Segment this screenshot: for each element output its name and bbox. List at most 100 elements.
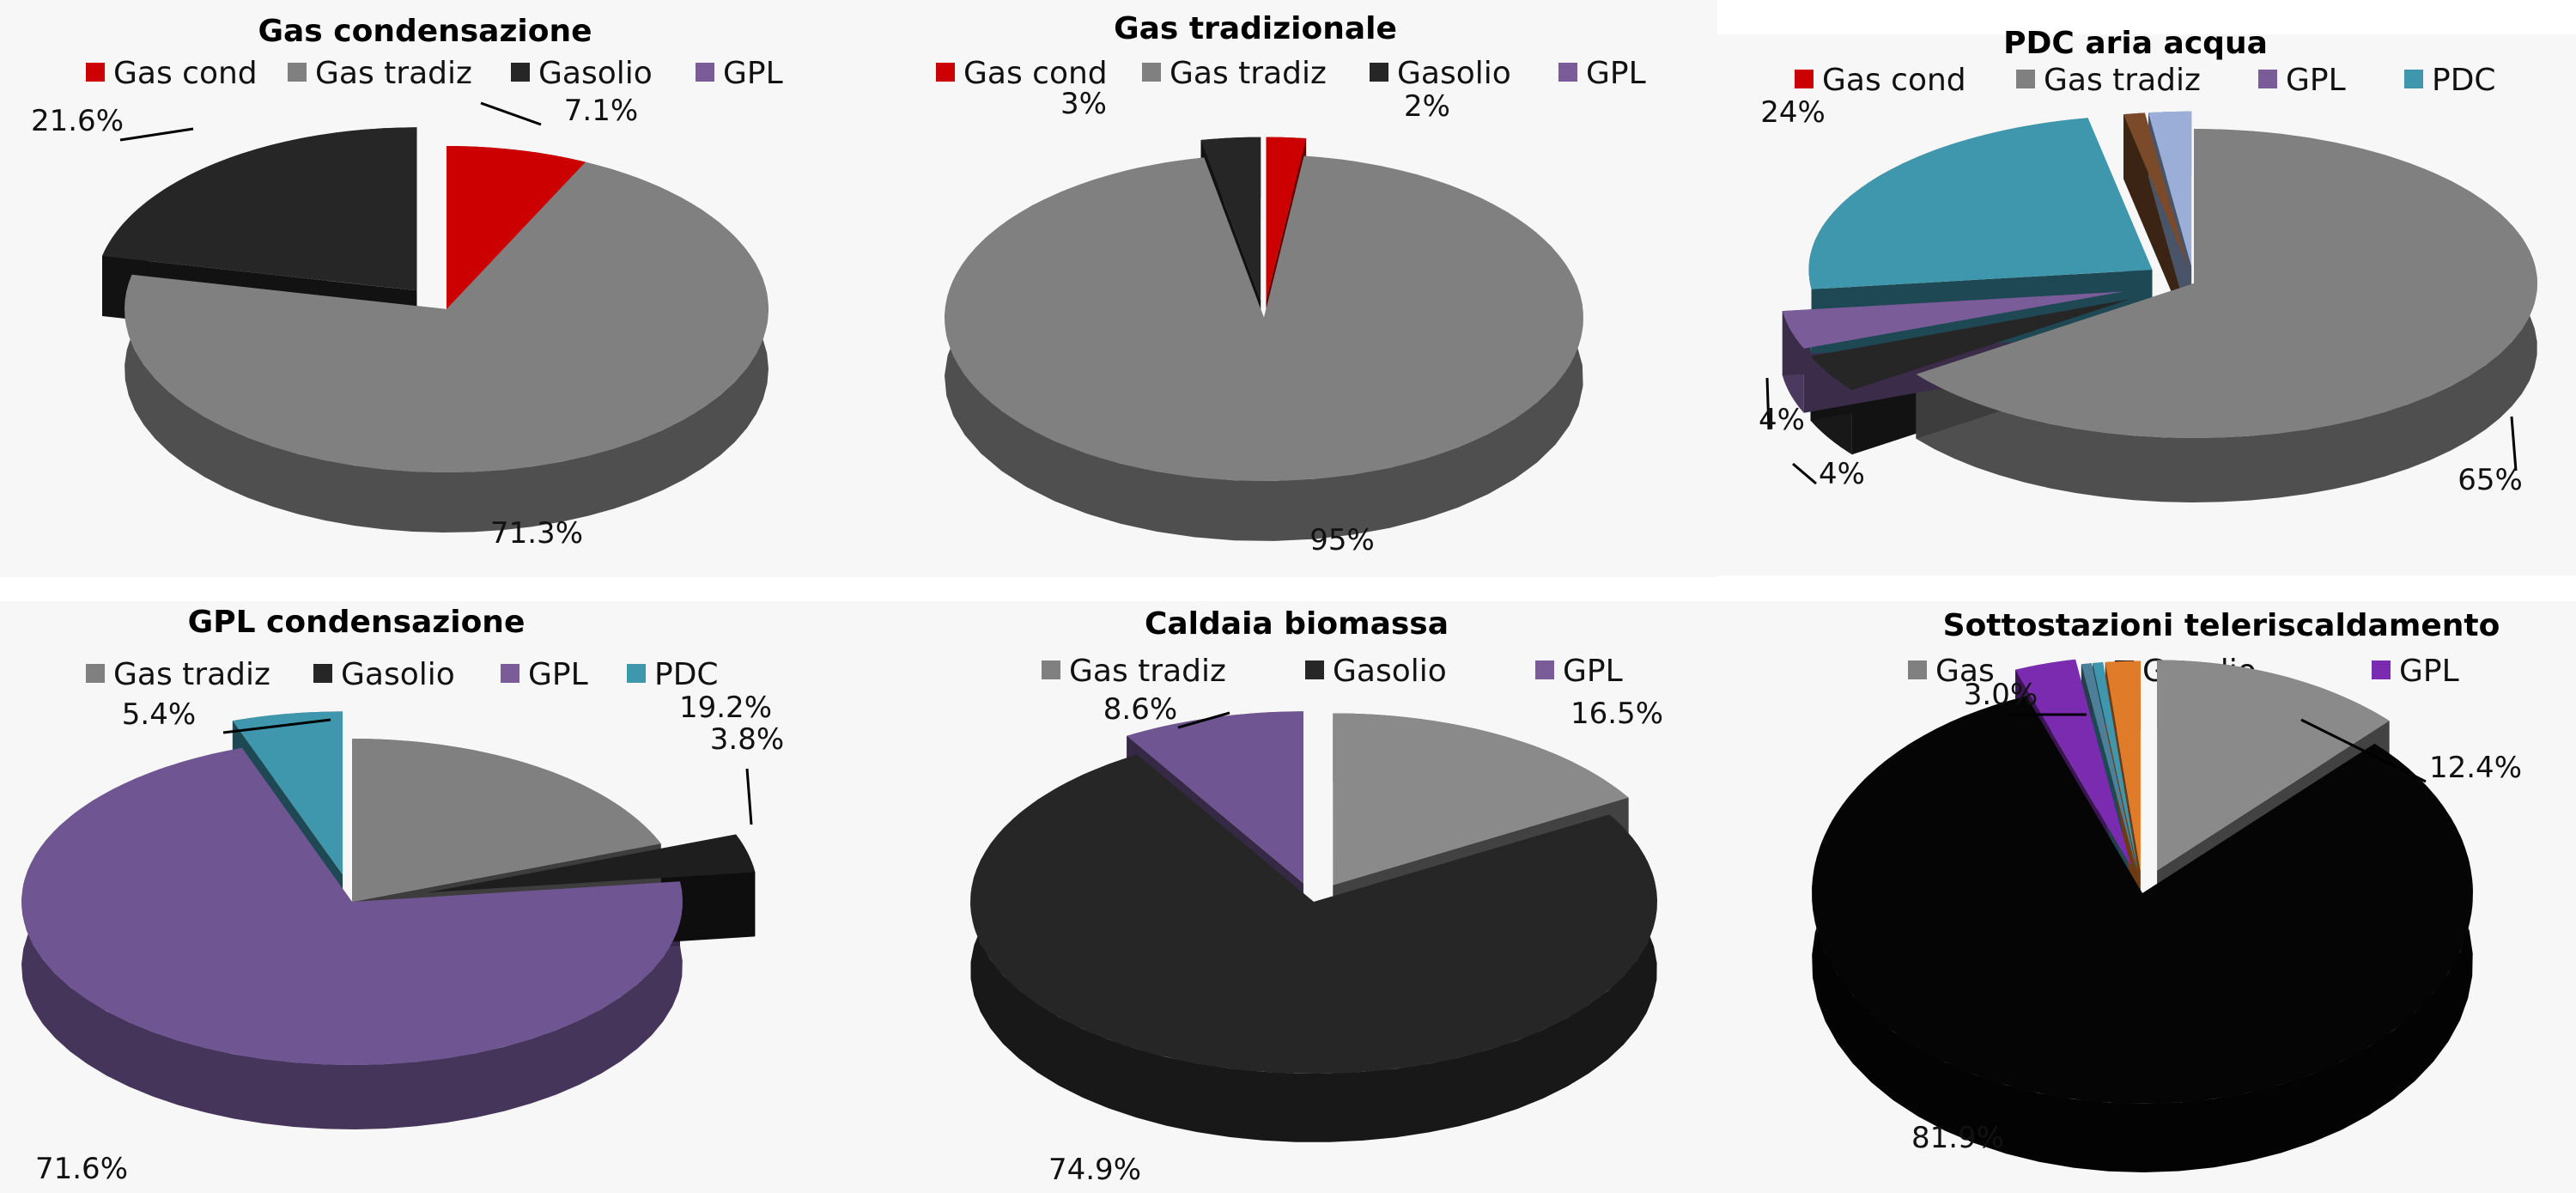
data-label-gas: 12.4% [2429, 751, 2522, 785]
legend-swatch-gpl [501, 664, 519, 683]
legend-swatch-pdc [2404, 70, 2423, 88]
leader-line-pdc [222, 718, 331, 734]
leader-line-gasolio [119, 127, 194, 142]
leader-line-gpl [1792, 462, 1817, 485]
data-label-gas-tradiz: 65% [2458, 463, 2523, 497]
pie-slice-gpl [2015, 659, 2131, 867]
pie-slice-gas-tradiz [1333, 713, 1629, 886]
chart-title: GPL condensazione [188, 605, 526, 640]
pie-slice-other [2081, 663, 2137, 872]
chart-title: Gas condensazione [258, 14, 592, 49]
legend-swatch-gas-tradiz [1042, 660, 1060, 679]
chart-title: Caldaia biomassa [1145, 606, 1449, 642]
chart-title: Sottostazioni teleriscaldamento [1943, 608, 2500, 643]
legend-swatch-gpl [1535, 660, 1554, 679]
pie-chart-sottostazioni-teleriscaldamento: Sottostazioni teleriscaldamentoGasGasoli… [1717, 601, 2576, 1193]
pie-slice-gas [2157, 660, 2390, 871]
pie-slice-gas-tradiz [945, 155, 1583, 481]
chart-title: Gas tradizionale [1114, 11, 1397, 46]
legend-entry-gpl: GPL [723, 56, 783, 91]
pie-slice-gasolio [1810, 299, 2130, 391]
legend-swatch-gas-tradiz [288, 63, 307, 82]
pie-slice-gpl [21, 747, 683, 1065]
legend-entry-gas-cond: Gas cond [963, 56, 1108, 91]
pie-slice-other-3 [2105, 660, 2141, 872]
legend-entry-gasolio: Gasolio [1397, 56, 1511, 91]
data-label-gas-tradiz: 19.2% [679, 691, 772, 725]
data-label-gasolio: 21.6% [31, 104, 124, 138]
pie-chart-caldaia-biomassa: Caldaia biomassa Gas tradiz Gasolio GPL 16.5… [859, 601, 1717, 1193]
pie-chart-pdc-aria-acqua: PDC aria acqua Gas cond Gas tradiz GPL PDC 65… [1717, 26, 2576, 575]
legend-entry-gpl: GPL [1586, 56, 1646, 91]
data-label-gasolio: 3.8% [710, 722, 784, 757]
pie-slice-gasolio [1812, 696, 2473, 1104]
legend-swatch-gas-cond [936, 63, 955, 82]
pie-slice-gas-cond [447, 146, 586, 309]
pie-slice-pdc [232, 711, 343, 875]
legend-swatch-gasolio [313, 664, 332, 683]
pie-slice-gasolio [1200, 137, 1261, 301]
chart-title: PDC aria acqua [2003, 26, 2268, 61]
legend-swatch-gas-tradiz [1142, 63, 1161, 82]
pie-slice-gasolio [427, 834, 756, 893]
data-label-gpl: 4% [1819, 457, 1865, 491]
pie-slice-gas-tradiz [352, 739, 661, 902]
data-label-gpl: 8.6% [1103, 692, 1177, 727]
leader-line-gasolio [745, 768, 753, 825]
legend-swatch-gas-cond [86, 63, 105, 82]
legend-swatch-gasolio [1370, 63, 1388, 82]
legend-swatch-gas-tradiz [2016, 70, 2035, 88]
data-label-gpl: 71.6% [35, 1152, 128, 1186]
legend-entry-gas-tradiz: Gas tradiz [1069, 654, 1226, 689]
legend-entry-pdc: PDC [2432, 63, 2496, 98]
pie-chart-gpl-condensazione: GPL condensazione Gas tradiz Gasolio GPL PDC… [0, 601, 859, 1193]
leader-line-gas [2300, 718, 2427, 783]
data-label-gpl: 3.0% [1964, 678, 2038, 712]
leader-line-gas-tradiz [2510, 416, 2518, 472]
pie-slice-gasolio [970, 754, 1657, 1074]
legend-swatch-gas-tradiz [86, 664, 105, 683]
legend-entry-gpl: GPL [528, 657, 588, 692]
legend-swatch-gas-cond [1795, 70, 1814, 88]
legend-entry-gasolio: Gasolio [538, 56, 653, 91]
pie-slice-gpl [1127, 711, 1303, 884]
data-label-pdc: 5.4% [122, 697, 196, 732]
legend-entry-gas-cond: Gas cond [113, 56, 258, 91]
leader-line-gpl [1177, 711, 1230, 729]
pie-slice-gas-tradiz [1916, 129, 2537, 438]
pie-slice-wall-other-0 [2123, 114, 2188, 331]
data-label-gas-cond: 7.1% [564, 94, 638, 128]
legend-entry-gas-cond: Gas cond [1822, 63, 1966, 98]
legend-entry-gas-tradiz: Gas tradiz [113, 657, 270, 692]
data-label-gasolio: 81.9% [1911, 1121, 2004, 1155]
legend-entry-gas-tradiz: Gas tradiz [2044, 63, 2201, 98]
pie-slice-gas-cond [1266, 137, 1307, 301]
pie-slice-gpl [1782, 291, 2123, 349]
data-label-gas-cond: 2% [1404, 89, 1450, 124]
pie-slice-gas-tradiz [125, 161, 769, 472]
data-label-gasolio: 3% [1060, 87, 1107, 121]
leader-line-gasolio [1765, 377, 1771, 430]
legend-swatch-pdc [627, 664, 646, 683]
data-label-gasolio: 74.9% [1048, 1153, 1141, 1187]
legend-entry-gpl: GPL [2286, 63, 2346, 98]
legend-swatch-gasolio [511, 63, 530, 82]
data-label-gas-tradiz: 16.5% [1571, 697, 1663, 731]
legend-swatch-gpl [2372, 660, 2391, 679]
legend-entry-gpl: GPL [2399, 654, 2459, 689]
pie-slice-other-2 [2148, 111, 2192, 266]
data-label-gas-tradiz: 95% [1309, 523, 1375, 557]
legend-swatch-gpl [1558, 63, 1577, 82]
pie-slice-gasolio [102, 127, 417, 291]
data-label-gasolio: 4% [1759, 403, 1805, 437]
pie-slice-side-gas-tradiz [1916, 129, 2537, 502]
legend-entry-pdc: PDC [654, 657, 719, 692]
legend-entry-gasolio: Gasolio [1333, 654, 1447, 689]
legend-entry-gpl: GPL [1563, 654, 1623, 689]
legend-swatch-gasolio [1305, 660, 1324, 679]
legend-swatch-gpl [2258, 70, 2277, 88]
